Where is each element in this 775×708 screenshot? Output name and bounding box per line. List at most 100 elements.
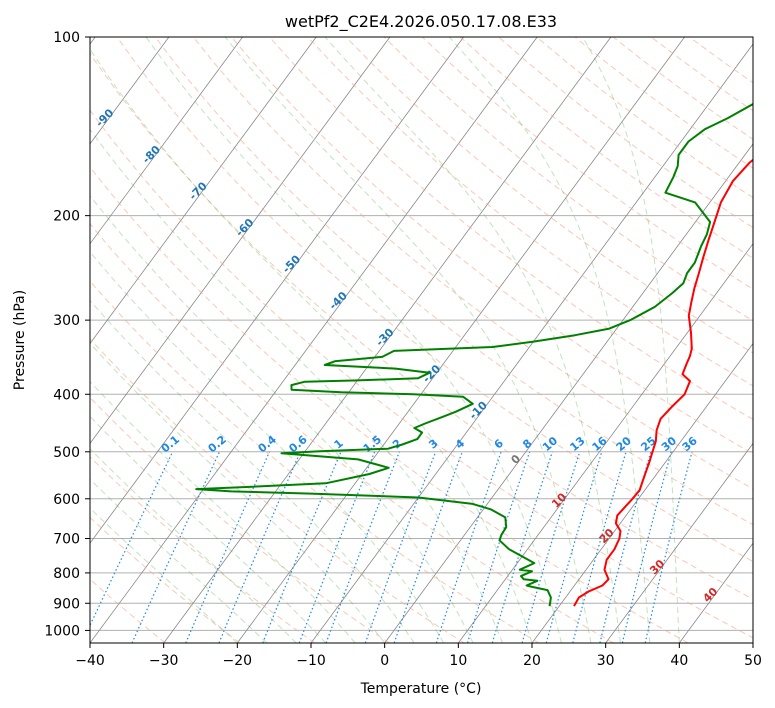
moist-adiabat-line (448, 37, 651, 643)
x-axis-label: Temperature (°C) (360, 681, 482, 697)
mixing-ratio-line (218, 451, 301, 643)
moist-adiabat-line (90, 507, 238, 643)
isotherm-line (605, 442, 753, 643)
isotherm-label: -50 (280, 252, 303, 275)
isotherm-line (310, 43, 753, 643)
dry-adiabat-line (116, 37, 753, 563)
y-tick-label: 700 (53, 532, 80, 548)
y-tick-label: 500 (53, 445, 80, 461)
chart-title: wetPf2_C2E4.2026.050.17.08.E33 (285, 12, 557, 32)
moist-adiabat-line (90, 299, 415, 643)
y-axis: 100 200 300 400 500 600 700 800 900 1000 (44, 30, 90, 639)
x-tick-label: 20 (523, 653, 541, 669)
isotherm-line (752, 642, 753, 643)
mixing-ratio-line (621, 451, 672, 643)
dry-adiabat-line (90, 516, 241, 643)
isotherm-label: 0 (509, 452, 524, 467)
moist-adiabat-line (90, 478, 268, 643)
moist-adiabat-line (90, 415, 327, 643)
mixing-ratio-label: 3 (426, 437, 440, 452)
dry-adiabat-line (90, 166, 689, 643)
profile-lines (195, 102, 753, 607)
mixing-ratio-line (325, 451, 401, 643)
y-axis-label: Pressure (hPa) (12, 290, 28, 390)
y-tick-label: 800 (53, 566, 80, 582)
x-tick-label: −40 (75, 653, 105, 669)
isotherm-line (457, 243, 753, 643)
isotherm-line (90, 37, 317, 345)
dry-adiabat-line (383, 37, 753, 322)
dry-adiabat-line (90, 578, 166, 643)
mixing-ratio-line (435, 451, 502, 643)
isotherm-label: -90 (93, 106, 116, 129)
mixing-ratio-line (298, 451, 376, 643)
isotherm-line (531, 342, 753, 643)
dry-adiabat-line (90, 223, 614, 643)
background-lines (90, 37, 753, 643)
mixing-ratio-line (491, 451, 553, 643)
x-axis: −40 −30 −20 −10 0 10 20 30 40 50 (75, 643, 762, 669)
mixing-ratio-line (364, 451, 437, 643)
mixing-ratio-line (90, 451, 174, 627)
dry-adiabat-line (421, 37, 753, 290)
mixing-ratio-line (521, 451, 581, 643)
dry-adiabat-line (90, 280, 540, 643)
mixing-ratio-line (572, 451, 627, 643)
x-tick-label: 30 (597, 653, 615, 669)
mixing-ratio-label: 6 (492, 436, 506, 451)
mixing-ratio-label: 8 (520, 437, 534, 452)
mixing-ratio-line (185, 451, 271, 643)
isotherm-line (236, 37, 685, 643)
y-tick-label: 300 (53, 313, 80, 329)
x-tick-label: −10 (296, 653, 326, 669)
moist-adiabat-line (90, 194, 474, 643)
mixing-ratio-line (262, 451, 342, 643)
dry-adiabat-line (269, 37, 753, 421)
isotherm-line (90, 37, 391, 445)
dry-adiabat-line (689, 37, 753, 84)
isotherm-label: -60 (233, 216, 256, 239)
mixing-ratio-line (393, 451, 463, 643)
moist-adiabat-line (90, 342, 386, 643)
moist-adiabat-line (90, 128, 503, 643)
mixing-ratio-label: 13 (567, 434, 587, 454)
moist-adiabat-line (145, 37, 562, 643)
moist-adiabat-line (582, 37, 680, 643)
dry-adiabat-line (231, 37, 753, 455)
moist-adiabat-line (324, 37, 621, 643)
x-tick-label: 50 (744, 653, 762, 669)
mixing-ratio-label: 30 (659, 434, 679, 454)
mixing-ratio-label: 4 (453, 436, 467, 451)
isotherm-line (384, 143, 753, 643)
moist-adiabat-line (224, 37, 592, 643)
isotherm-label: -20 (420, 362, 443, 385)
moist-adiabat-line (90, 448, 297, 643)
y-tick-label: 100 (53, 30, 80, 46)
dry-adiabat-line (90, 396, 390, 643)
plot-frame (89, 36, 754, 644)
mixing-ratio-line (466, 451, 531, 643)
moist-adiabat-line (90, 48, 533, 643)
x-tick-label: 10 (449, 653, 467, 669)
isotherm-line (90, 37, 538, 643)
mixing-ratio-line (644, 451, 693, 643)
x-tick-label: 40 (670, 653, 688, 669)
isotherm-line (90, 37, 464, 544)
mixing-ratio-line (599, 451, 652, 643)
dry-adiabat-line (90, 52, 753, 600)
mixing-ratio-line (545, 451, 603, 643)
x-tick-label: −20 (223, 653, 253, 669)
dry-adiabat-line (345, 37, 753, 354)
mixing-ratio-label: 16 (590, 434, 610, 454)
dry-adiabat-line (650, 37, 753, 112)
plot-area: -100-90-80-70-60-50-40-30-20-10010203040… (90, 37, 753, 643)
dry-adiabat-line (90, 109, 753, 639)
y-tick-label: 600 (53, 492, 80, 508)
x-tick-label: 0 (380, 653, 389, 669)
y-tick-label: 200 (53, 209, 80, 225)
isotherm-line (90, 37, 243, 245)
dewpoint-profile-line (195, 102, 753, 607)
y-tick-label: 400 (53, 387, 80, 403)
moist-adiabat-line (90, 380, 356, 643)
